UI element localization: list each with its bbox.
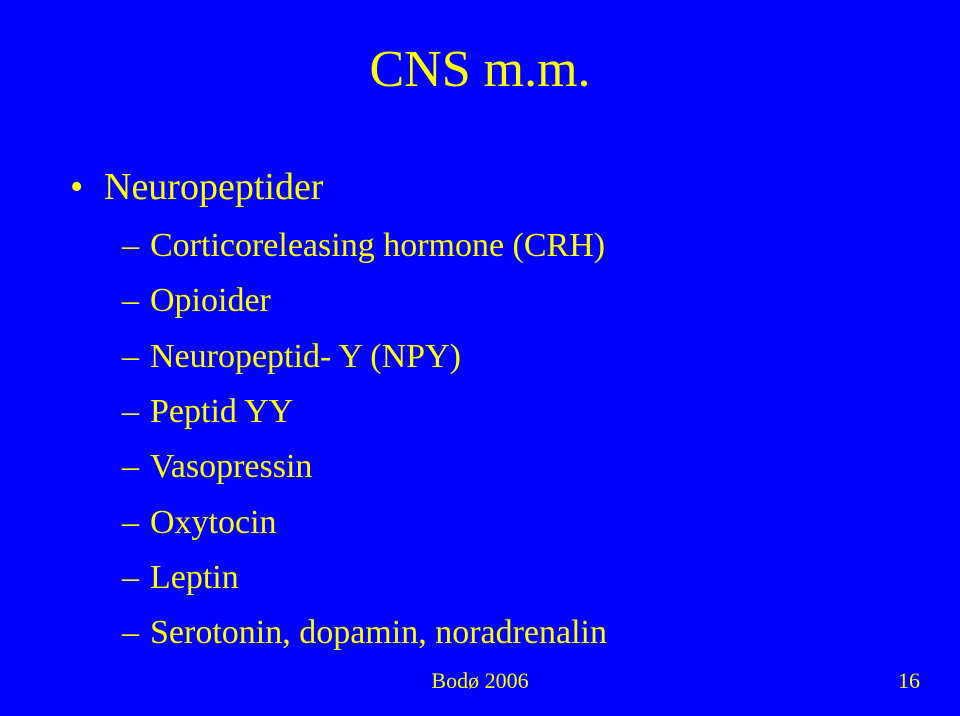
slide-content: •Neuropeptider –Corticoreleasing hormone…: [70, 160, 607, 663]
bullet-lvl2: –Peptid YY: [122, 387, 607, 436]
dash-icon: –: [122, 221, 150, 270]
slide: CNS m.m. •Neuropeptider –Corticoreleasin…: [0, 0, 960, 716]
bullet-lvl2: –Serotonin, dopamin, noradrenalin: [122, 608, 607, 657]
bullet-lvl2-label: Corticoreleasing hormone (CRH): [150, 227, 605, 264]
dash-icon: –: [122, 276, 150, 325]
footer-center: Bodø 2006: [0, 668, 960, 694]
bullet-lvl2-label: Neuropeptid- Y (NPY): [150, 338, 461, 375]
bullet-dot-icon: •: [70, 160, 104, 215]
bullet-lvl1: •Neuropeptider: [70, 160, 607, 215]
footer-page-number: 16: [898, 668, 920, 694]
bullet-lvl2-label: Oxytocin: [150, 504, 277, 541]
bullet-lvl2: –Neuropeptid- Y (NPY): [122, 332, 607, 381]
slide-title: CNS m.m.: [0, 40, 960, 99]
bullet-lvl2-label: Opioider: [150, 282, 271, 319]
dash-icon: –: [122, 442, 150, 491]
bullet-lvl2: –Vasopressin: [122, 442, 607, 491]
bullet-lvl2: –Oxytocin: [122, 498, 607, 547]
bullet-lvl2-label: Peptid YY: [150, 393, 293, 430]
bullet-lvl2-label: Leptin: [150, 559, 239, 596]
bullet-lvl1-label: Neuropeptider: [104, 166, 323, 208]
dash-icon: –: [122, 498, 150, 547]
dash-icon: –: [122, 608, 150, 657]
bullet-lvl2: –Opioider: [122, 276, 607, 325]
dash-icon: –: [122, 332, 150, 381]
dash-icon: –: [122, 553, 150, 602]
dash-icon: –: [122, 387, 150, 436]
bullet-lvl2-label: Serotonin, dopamin, noradrenalin: [150, 614, 607, 651]
bullet-lvl2: –Corticoreleasing hormone (CRH): [122, 221, 607, 270]
bullet-lvl2: –Leptin: [122, 553, 607, 602]
bullet-lvl2-label: Vasopressin: [150, 448, 312, 485]
